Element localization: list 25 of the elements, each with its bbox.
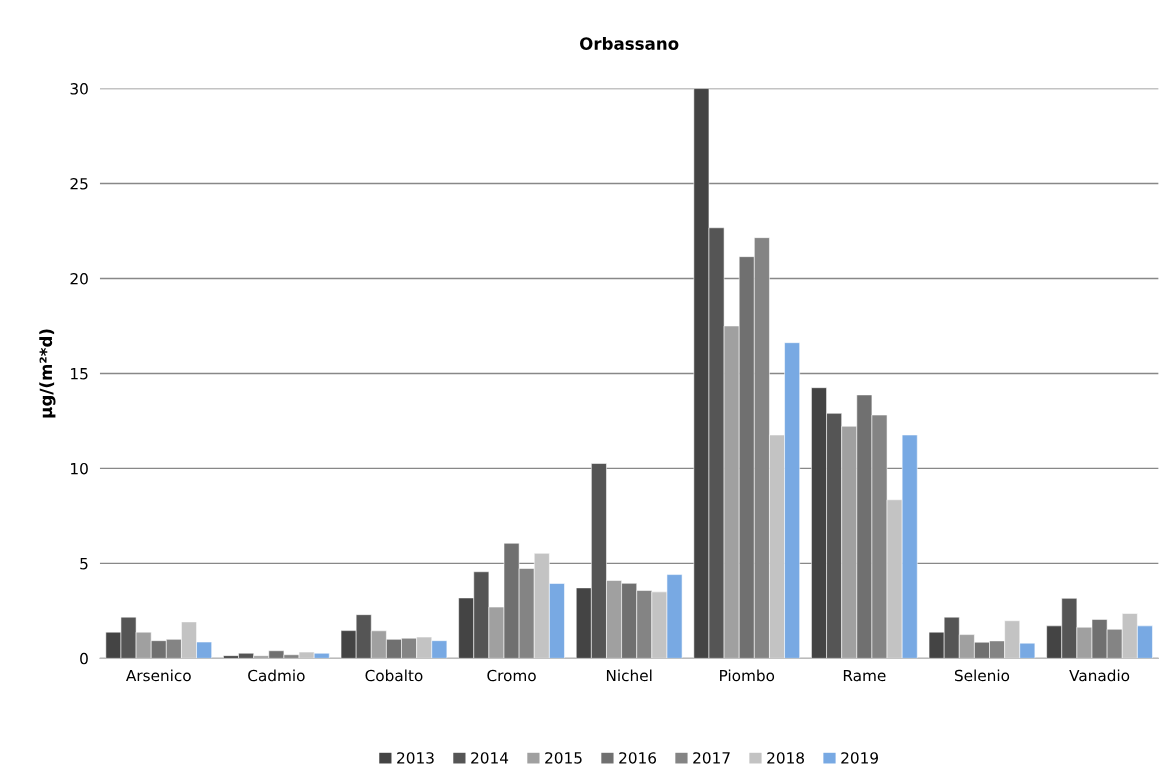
- x-tick-label: Cromo: [487, 669, 536, 682]
- legend-label: 2014: [471, 752, 509, 764]
- y-tick-label: 20: [70, 272, 88, 285]
- y-tick-label: 15: [71, 368, 88, 380]
- y-tick-label: 5: [80, 558, 88, 570]
- x-tick-label: Selenio: [954, 669, 1010, 682]
- legend-label: 2016: [619, 752, 657, 764]
- legend-label: 2019: [841, 752, 878, 764]
- y-tick-label: 25: [70, 177, 88, 190]
- x-tick-label: Rame: [843, 669, 886, 682]
- legend-label: 2017: [693, 752, 730, 764]
- y-tick-label: 10: [71, 462, 88, 475]
- y-axis-title: µg/(m²*d): [39, 329, 56, 418]
- x-tick-label: Arsenico: [126, 669, 191, 682]
- x-tick-label: Piombo: [720, 669, 775, 682]
- x-tick-label: Nichel: [606, 669, 652, 682]
- y-tick-label: 0: [80, 652, 88, 665]
- x-tick-label: Cobalto: [365, 669, 423, 682]
- chart-title: Orbassano: [580, 37, 679, 50]
- x-tick-label: Cadmio: [248, 669, 305, 682]
- x-tick-label: Vanadio: [1069, 669, 1130, 682]
- legend-label: 2018: [767, 752, 804, 764]
- legend-label: 2013: [397, 752, 434, 764]
- y-tick-label: 30: [70, 83, 88, 95]
- legend-label: 2015: [545, 752, 582, 764]
